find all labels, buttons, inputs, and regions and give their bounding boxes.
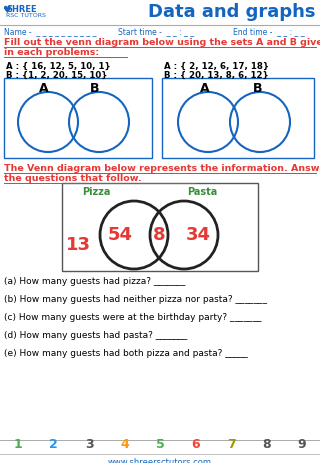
Text: Pasta: Pasta (187, 187, 217, 197)
Text: in each problems:: in each problems: (4, 48, 99, 57)
Text: A : { 2, 12, 6, 17, 18}: A : { 2, 12, 6, 17, 18} (164, 62, 269, 71)
Text: 8: 8 (262, 438, 271, 451)
Text: (e) How many guests had both pizza and pasta? _____: (e) How many guests had both pizza and p… (4, 349, 248, 358)
Text: ♥: ♥ (2, 5, 11, 15)
Text: B: B (253, 82, 263, 95)
Text: 5: 5 (156, 438, 164, 451)
Text: (c) How many guests were at the birthday party? _______: (c) How many guests were at the birthday… (4, 313, 261, 322)
Bar (4, 78, 152, 158)
Text: SHREE: SHREE (6, 5, 36, 14)
Text: 4: 4 (120, 438, 129, 451)
Text: A : { 16, 12, 5, 10, 1}: A : { 16, 12, 5, 10, 1} (6, 62, 111, 71)
Text: 34: 34 (186, 226, 211, 244)
Text: 3: 3 (85, 438, 93, 451)
Text: 8: 8 (153, 226, 165, 244)
Text: RSC TUTORS: RSC TUTORS (6, 13, 46, 18)
Text: The Venn diagram below represents the information. Answer: The Venn diagram below represents the in… (4, 164, 320, 173)
Text: Data and graphs: Data and graphs (148, 3, 316, 21)
Text: www.shreersctutors.com: www.shreersctutors.com (108, 458, 212, 463)
Text: 9: 9 (298, 438, 306, 451)
Text: 54: 54 (108, 226, 132, 244)
Text: Start time -  _ _ : _ _: Start time - _ _ : _ _ (118, 27, 194, 36)
Text: A: A (39, 82, 49, 95)
Text: Pizza: Pizza (82, 187, 110, 197)
Text: 6: 6 (191, 438, 200, 451)
Text: (d) How many guests had pasta? _______: (d) How many guests had pasta? _______ (4, 331, 187, 340)
Text: B: B (90, 82, 100, 95)
Text: 1: 1 (14, 438, 22, 451)
Text: End time -  _ _ : _ _: End time - _ _ : _ _ (233, 27, 305, 36)
Text: 13: 13 (66, 236, 91, 254)
Bar (162, 78, 314, 158)
Text: A: A (200, 82, 210, 95)
Text: B : {1, 2, 20, 15, 10}: B : {1, 2, 20, 15, 10} (6, 71, 108, 80)
Text: (b) How many guests had neither pizza nor pasta? _______: (b) How many guests had neither pizza no… (4, 295, 267, 304)
Text: 2: 2 (49, 438, 58, 451)
Text: Name -  _ _ _ _ _ _ _ _ _ _: Name - _ _ _ _ _ _ _ _ _ _ (4, 27, 97, 36)
Text: (a) How many guests had pizza? _______: (a) How many guests had pizza? _______ (4, 277, 185, 286)
Text: the questions that follow.: the questions that follow. (4, 174, 142, 183)
Text: Fill out the venn diagram below using the sets A and B given: Fill out the venn diagram below using th… (4, 38, 320, 47)
Text: 7: 7 (227, 438, 236, 451)
Text: B : { 20, 13, 8, 6, 12}: B : { 20, 13, 8, 6, 12} (164, 71, 268, 80)
Bar (62, 183, 258, 271)
